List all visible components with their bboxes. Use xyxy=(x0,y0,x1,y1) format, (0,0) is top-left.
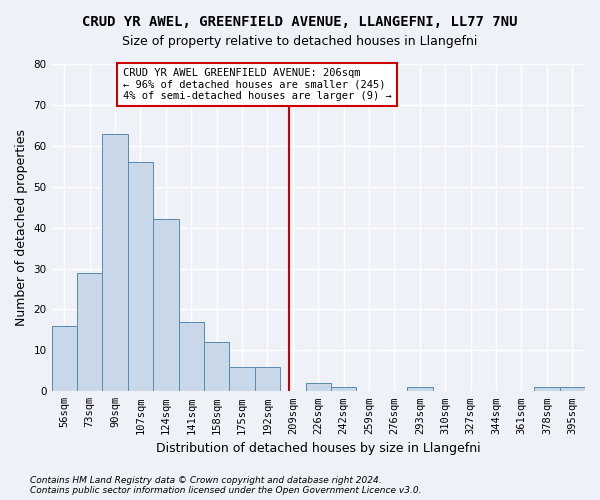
Bar xyxy=(153,220,179,392)
Bar xyxy=(128,162,153,392)
Bar xyxy=(407,387,433,392)
Text: Contains HM Land Registry data © Crown copyright and database right 2024.
Contai: Contains HM Land Registry data © Crown c… xyxy=(30,476,421,495)
Y-axis label: Number of detached properties: Number of detached properties xyxy=(15,129,28,326)
Bar xyxy=(52,326,77,392)
Bar xyxy=(103,134,128,392)
Bar xyxy=(560,387,585,392)
Text: Size of property relative to detached houses in Llangefni: Size of property relative to detached ho… xyxy=(122,35,478,48)
Bar xyxy=(255,367,280,392)
Bar xyxy=(77,272,103,392)
X-axis label: Distribution of detached houses by size in Llangefni: Distribution of detached houses by size … xyxy=(156,442,481,455)
Bar xyxy=(331,387,356,392)
Text: CRUD YR AWEL GREENFIELD AVENUE: 206sqm
← 96% of detached houses are smaller (245: CRUD YR AWEL GREENFIELD AVENUE: 206sqm ←… xyxy=(122,68,391,102)
Bar xyxy=(179,322,204,392)
Bar xyxy=(229,367,255,392)
Bar xyxy=(204,342,229,392)
Text: CRUD YR AWEL, GREENFIELD AVENUE, LLANGEFNI, LL77 7NU: CRUD YR AWEL, GREENFIELD AVENUE, LLANGEF… xyxy=(82,15,518,29)
Bar xyxy=(305,383,331,392)
Bar xyxy=(534,387,560,392)
